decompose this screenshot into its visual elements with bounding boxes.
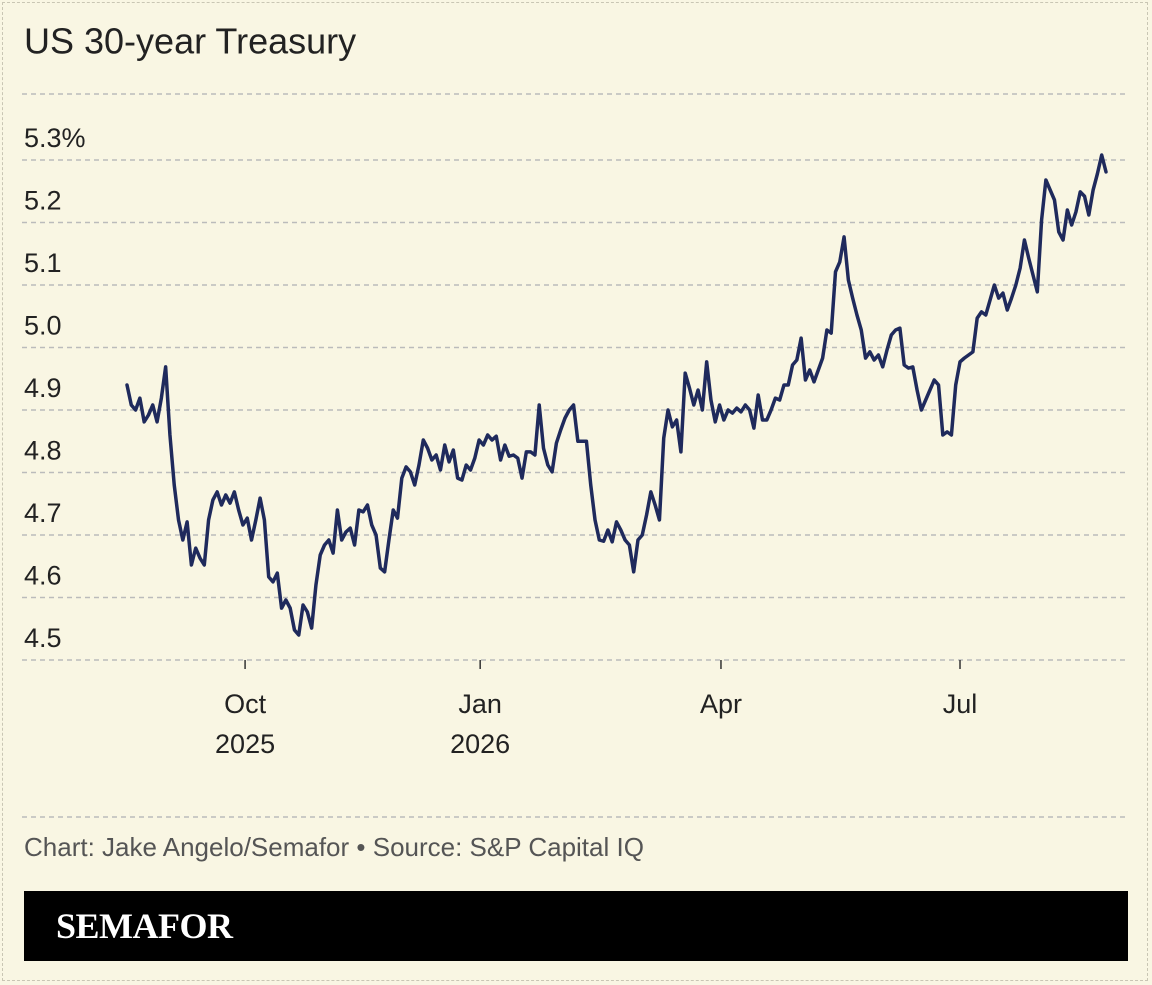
- y-tick-label: 4.9: [24, 373, 62, 403]
- y-tick-label: 5.3%: [24, 123, 86, 153]
- y-tick-label: 5.1: [24, 248, 62, 278]
- chart-title: US 30-year Treasury: [24, 21, 356, 62]
- brand-logo: SEMAFOR: [56, 906, 233, 946]
- x-tick-label: Apr: [699, 689, 742, 719]
- y-tick-label: 4.8: [24, 436, 62, 466]
- line: [125, 153, 1108, 637]
- y-tick-label: 5.0: [24, 311, 62, 341]
- y-tick-label: 4.5: [24, 623, 62, 653]
- x-tick-label: Jul: [942, 689, 978, 719]
- y-tick-label: 4.7: [24, 498, 62, 528]
- x-tick-label: Jan 2026: [450, 689, 511, 759]
- brand-bar: SEMAFOR: [24, 891, 1128, 961]
- x-tick-label: Oct 2025: [215, 689, 276, 759]
- source-note: Chart: Jake Angelo/Semafor • Source: S&P…: [24, 832, 644, 862]
- y-tick-label: 4.6: [24, 561, 62, 591]
- y-tick-label: 5.2: [24, 186, 62, 216]
